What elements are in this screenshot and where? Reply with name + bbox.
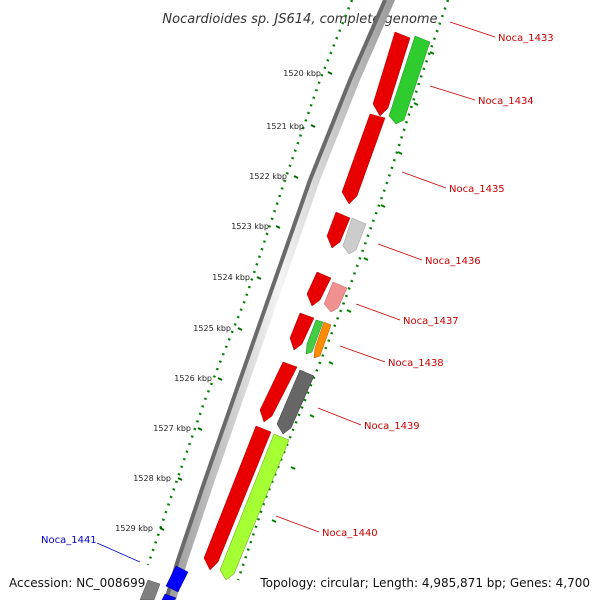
gene-arrow-noca-1440[interactable] [219,433,290,581]
cds-track [203,31,411,571]
gene-arrow-noca-1441[interactable] [165,565,189,593]
gene-label-noca-1441[interactable]: Noca_1441 [41,535,97,546]
gene-arrow-noca-1439[interactable] [276,369,315,435]
outer-ticks [271,51,435,523]
tick-label: 1523 kbp [231,222,269,231]
gene-label-noca-1435[interactable]: Noca_1435 [449,184,505,195]
gene-label-noca-1437[interactable]: Noca_1437 [403,316,459,327]
tick-label: 1520 kbp [283,69,321,78]
tick-label: 1521 kbp [266,122,304,131]
label-leader-reverse [96,542,141,563]
cds-arrow[interactable] [259,361,298,423]
cds-arrow[interactable] [326,211,351,249]
accession-text: Accession: NC_008699 [9,576,146,590]
gene-label-noca-1440[interactable]: Noca_1440 [322,528,378,539]
cds-arrow[interactable] [341,113,386,205]
gene-label-noca-1439[interactable]: Noca_1439 [364,421,420,432]
tick-label: 1525 kbp [193,324,231,333]
gene-track [219,35,431,581]
gene-arrow-noca-1434[interactable] [388,35,431,125]
genome-backbone [164,0,395,600]
label-leaders [275,21,496,533]
gene-arrow-noca-1436[interactable] [342,217,367,255]
gene-label-noca-1438[interactable]: Noca_1438 [388,358,444,369]
cds-arrow[interactable] [289,312,315,351]
cds-arrow[interactable] [372,31,411,117]
gene-arrow-noca-1438-orange[interactable] [313,321,332,359]
gene-label-noca-1436[interactable]: Noca_1436 [425,256,481,267]
gene-labels: Noca_1433 Noca_1434 Noca_1435 Noca_1436 … [41,33,554,546]
tick-label: 1524 kbp [212,273,250,282]
gene-label-noca-1434[interactable]: Noca_1434 [478,96,534,107]
cds-arrow[interactable] [203,425,272,571]
reverse-strand-track [139,565,189,600]
gene-arrow-blue-small[interactable] [161,593,177,600]
tick-label: 1528 kbp [133,474,171,483]
cds-arrow[interactable] [306,271,332,307]
gene-arrow-noca-1437[interactable] [323,281,348,313]
gene-label-noca-1433[interactable]: Noca_1433 [498,33,554,44]
tick-label: 1526 kbp [174,374,212,383]
topology-text: Topology: circular; Length: 4,985,871 bp… [260,576,590,590]
tick-label: 1529 kbp [115,524,153,533]
tick-labels: 1520 kbp 1521 kbp 1522 kbp 1523 kbp 1524… [115,69,321,533]
map-title: Nocardioides sp. JS614, complete genome [162,12,437,27]
inner-ticks [159,71,333,531]
tick-label: 1522 kbp [249,172,287,181]
tick-label: 1527 kbp [153,424,191,433]
gene-arrow-grey-small[interactable] [139,579,161,600]
gene-arrow-noca-1438-green[interactable] [305,319,324,355]
